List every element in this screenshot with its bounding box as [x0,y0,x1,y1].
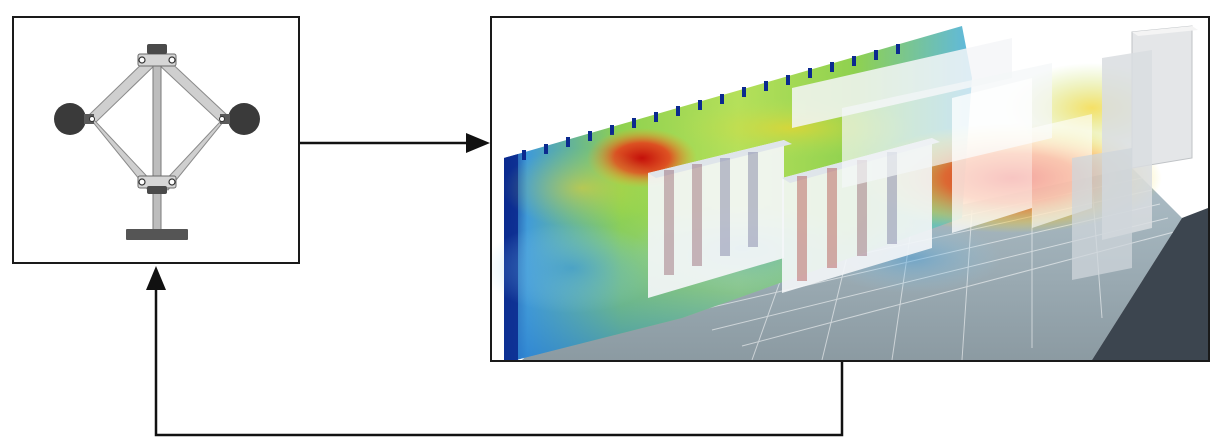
cooling-units [1072,25,1198,280]
governor-top-cap [147,44,167,54]
governor-mechanism-illustration [54,44,260,240]
room-end-wall [1092,208,1208,360]
governor-arms [87,55,229,191]
governor-fly-ball-right [228,103,260,135]
cfd-heatmap-box [490,16,1210,362]
arrow-governor-to-heatmap [300,133,490,153]
governor-base [126,229,188,240]
wall-vents [522,44,900,160]
datacenter-heatmap-illustration [492,18,1208,360]
governor-diagram-box [12,16,300,264]
arrow-heatmap-to-governor [146,266,844,437]
governor-fly-ball-left [54,103,86,135]
server-racks-front-row [648,140,792,298]
